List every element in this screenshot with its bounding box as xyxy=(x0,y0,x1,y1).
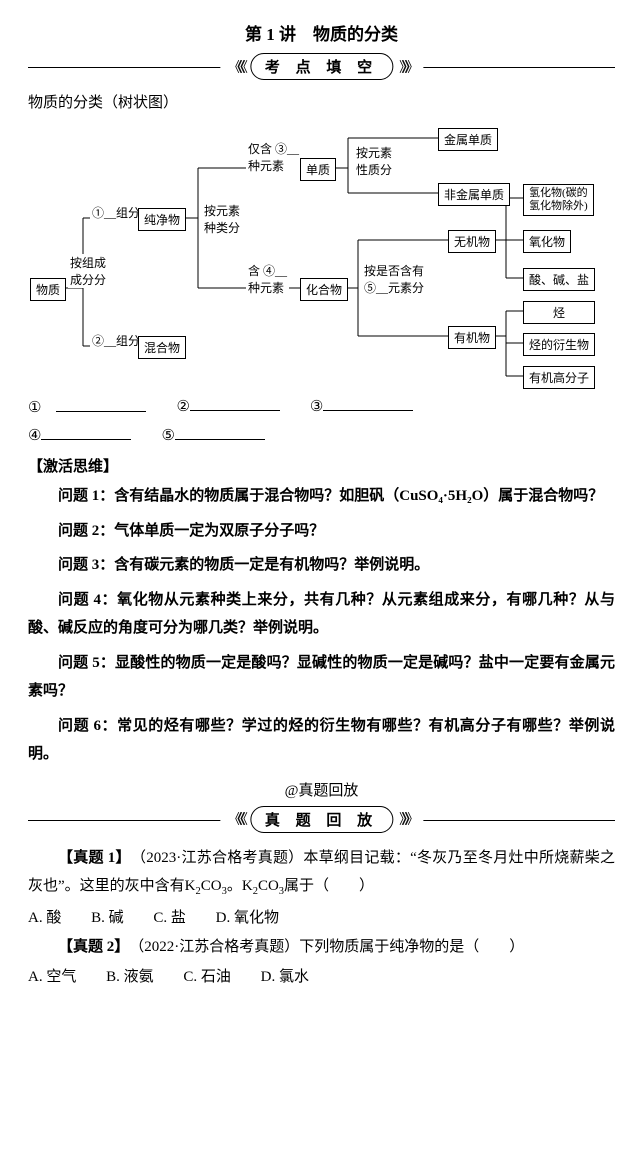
fill-row-2: ④ ⑤ xyxy=(28,425,615,445)
chevron-left-icon: 《《《 xyxy=(228,809,244,829)
node-jinshu: 金属单质 xyxy=(438,128,498,151)
zt2-opt-d[interactable]: D. 氯水 xyxy=(261,965,309,986)
node-tingyanshengwu: 烃的衍生物 xyxy=(523,333,595,356)
zhenti-2-text: （2022·江苏合格考真题）下列物质属于纯净物的是（ ） xyxy=(137,939,525,955)
label-blank3: 仅含 ③__ 种元素 xyxy=(246,140,301,174)
node-danzhi: 单质 xyxy=(300,158,336,181)
fill-5-label: ⑤ xyxy=(161,426,174,445)
node-ting: 烃 xyxy=(523,301,595,324)
zt1-opt-c[interactable]: C. 盐 xyxy=(153,906,186,927)
question-3: 问题 3：含有碳元素的物质一定是有机物吗？举例说明。 xyxy=(28,551,615,580)
label-blank4: 含 ④__ 种元素 xyxy=(246,262,289,296)
question-1: 问题 1：含有结晶水的物质属于混合物吗？如胆矾（CuSO₄·5H₂O）属于混合物… xyxy=(28,482,615,511)
banner-zhenti: 《《《 真 题 回 放 》》》 xyxy=(28,806,615,834)
node-yanghuawu: 氧化物 xyxy=(523,230,571,253)
label-blank2: ②__组分 xyxy=(90,332,142,349)
zhenti-2: 【真题 2】 （2022·江苏合格考真题）下列物质属于纯净物的是（ ） xyxy=(28,933,615,962)
zhenti-1-text-c: 。K xyxy=(227,878,253,894)
zhenti-1-text-d: CO xyxy=(258,878,279,894)
zhenti-1-text-b: CO xyxy=(201,878,222,894)
fill-5-blank[interactable] xyxy=(175,425,265,440)
zhenti-1-options: A. 酸 B. 碱 C. 盐 D. 氧化物 xyxy=(28,906,615,927)
fill-1-label: ① xyxy=(28,398,41,417)
fill-row: ① ② ③ xyxy=(28,396,615,417)
node-qinghuawu: 氢化物(碳的 氢化物除外) xyxy=(523,184,594,216)
label-anxingzhi: 按元素 性质分 xyxy=(354,144,394,178)
node-wuzhi: 物质 xyxy=(30,278,66,301)
node-youjigaofenzi: 有机高分子 xyxy=(523,366,595,389)
zt1-opt-d[interactable]: D. 氧化物 xyxy=(216,906,279,927)
fill-4-blank[interactable] xyxy=(41,425,131,440)
node-feijinshu: 非金属单质 xyxy=(438,183,510,206)
label-anzucheng: 按组成 成分分 xyxy=(68,254,108,288)
question-4: 问题 4：氧化物从元素种类上来分，共有几种？从元素组成来分，有哪几种？从与酸、碱… xyxy=(28,586,615,643)
fill-2-label: ② xyxy=(176,397,189,416)
label-blank1: ①__组分 xyxy=(90,204,142,221)
zt1-opt-a[interactable]: A. 酸 xyxy=(28,906,61,927)
chevron-left-icon: 《《《 xyxy=(228,57,244,77)
node-wujiwu: 无机物 xyxy=(448,230,496,253)
zhenti-1-text-e: 属于（ ） xyxy=(284,878,374,894)
zt2-opt-c[interactable]: C. 石油 xyxy=(183,965,231,986)
fill-2-blank[interactable] xyxy=(190,396,280,411)
zt1-opt-b[interactable]: B. 碱 xyxy=(91,906,124,927)
fill-3-blank[interactable] xyxy=(323,396,413,411)
fill-3-label: ③ xyxy=(310,397,323,416)
banner-text: 考 点 填 空 xyxy=(250,53,393,80)
tree-diagram: 物质 按组成 成分分 ①__组分 ②__组分 纯净物 混合物 按元素 种类分 仅… xyxy=(28,118,615,388)
node-huahewu: 化合物 xyxy=(300,278,348,301)
zhenti-1: 【真题 1】 （2023·江苏合格考真题）本草纲目记载：“冬灰乃至冬月灶中所烧薪… xyxy=(28,844,615,902)
question-2: 问题 2：气体单质一定为双原子分子吗？ xyxy=(28,517,615,546)
label-antan: 按是否含有 ⑤__元素分 xyxy=(362,262,426,296)
banner-text-2: 真 题 回 放 xyxy=(250,806,393,833)
chevron-right-icon: 》》》 xyxy=(399,809,415,829)
zhenti-2-head: 【真题 2】 xyxy=(58,939,122,955)
node-hunhewu: 混合物 xyxy=(138,336,186,359)
zhenti-1-head: 【真题 1】 xyxy=(58,850,123,866)
node-chunjingwu: 纯净物 xyxy=(138,208,186,231)
page-title: 第 1 讲 物质的分类 xyxy=(28,20,615,45)
banner-kaodian: 《《《 考 点 填 空 》》》 xyxy=(28,53,615,81)
tree-heading: 物质的分类（树状图） xyxy=(28,91,615,112)
node-suanjianyan: 酸、碱、盐 xyxy=(523,268,595,291)
label-anyuansu: 按元素 种类分 xyxy=(202,202,242,236)
activate-heading: 【激活思维】 xyxy=(28,455,615,476)
zt2-opt-a[interactable]: A. 空气 xyxy=(28,965,76,986)
question-5: 问题 5：显酸性的物质一定是酸吗？显碱性的物质一定是碱吗？盐中一定要有金属元素吗… xyxy=(28,649,615,706)
fill-1-blank[interactable] xyxy=(56,397,146,412)
fill-4-label: ④ xyxy=(28,426,41,445)
question-6: 问题 6：常见的烃有哪些？学过的烃的衍生物有哪些？有机高分子有哪些？举例说明。 xyxy=(28,712,615,769)
zt2-opt-b[interactable]: B. 液氨 xyxy=(106,965,154,986)
chevron-right-icon: 》》》 xyxy=(399,57,415,77)
node-youjiwu: 有机物 xyxy=(448,326,496,349)
zhenti-2-options: A. 空气 B. 液氨 C. 石油 D. 氯水 xyxy=(28,965,615,986)
replay-label: @真题回放 xyxy=(28,779,615,800)
